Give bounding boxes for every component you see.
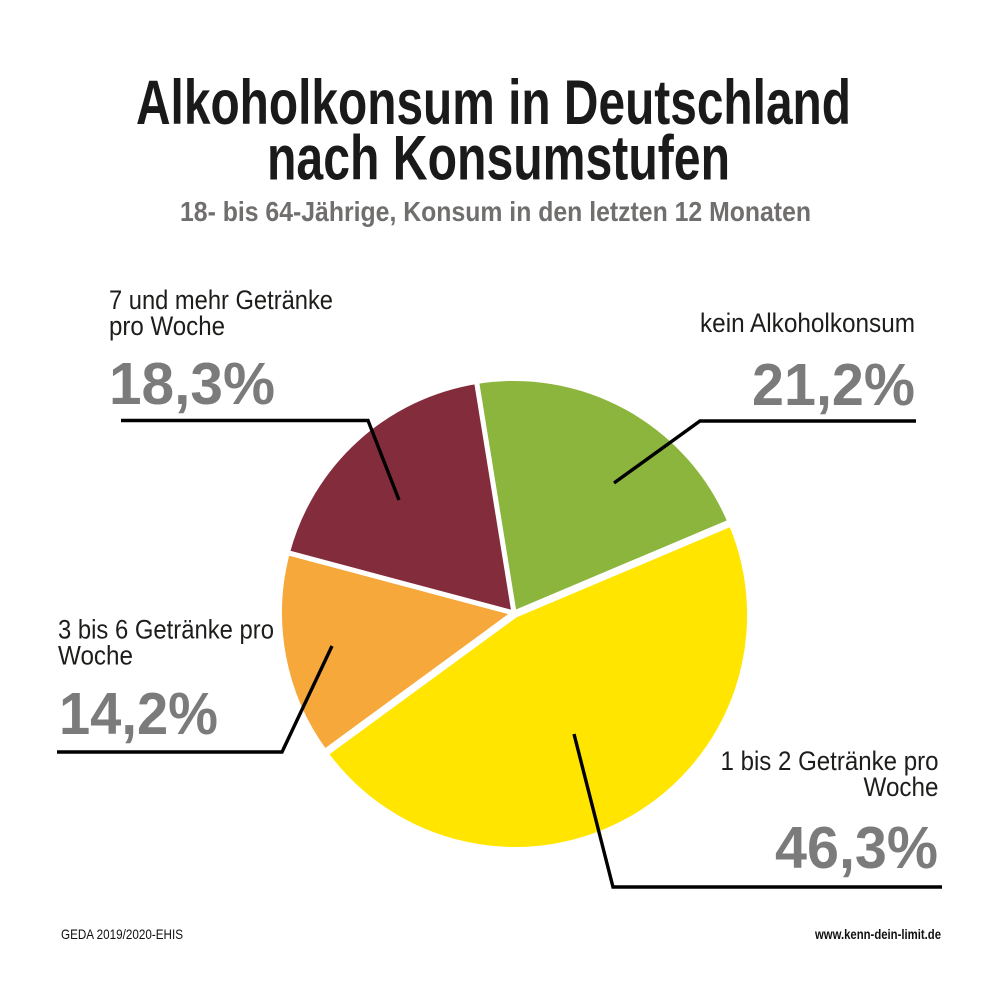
svg-text:GEDA 2019/2020-EHIS: GEDA 2019/2020-EHIS bbox=[61, 926, 183, 942]
svg-text:7 und mehr Getränke: 7 und mehr Getränke bbox=[109, 285, 333, 315]
svg-text:kein Alkoholkonsum: kein Alkoholkonsum bbox=[700, 308, 915, 338]
svg-text:nach Konsumstufen: nach Konsumstufen bbox=[267, 124, 730, 194]
svg-text:Alkoholkonsum in Deutschland: Alkoholkonsum in Deutschland bbox=[136, 68, 851, 138]
svg-text:14,2%: 14,2% bbox=[59, 681, 218, 747]
svg-text:18- bis 64-Jährige, Konsum in: 18- bis 64-Jährige, Konsum in den letzte… bbox=[180, 196, 811, 227]
svg-text:21,2%: 21,2% bbox=[752, 352, 915, 418]
svg-text:pro Woche: pro Woche bbox=[109, 311, 225, 341]
svg-text:3 bis 6 Getränke pro: 3 bis 6 Getränke pro bbox=[58, 615, 274, 645]
svg-text:Woche: Woche bbox=[58, 641, 133, 671]
svg-text:1 bis 2 Getränke pro: 1 bis 2 Getränke pro bbox=[721, 746, 939, 776]
svg-text:www.kenn-dein-limit.de: www.kenn-dein-limit.de bbox=[814, 926, 941, 942]
svg-text:46,3%: 46,3% bbox=[775, 815, 938, 881]
svg-text:Woche: Woche bbox=[864, 772, 939, 802]
svg-text:18,3%: 18,3% bbox=[109, 351, 275, 417]
